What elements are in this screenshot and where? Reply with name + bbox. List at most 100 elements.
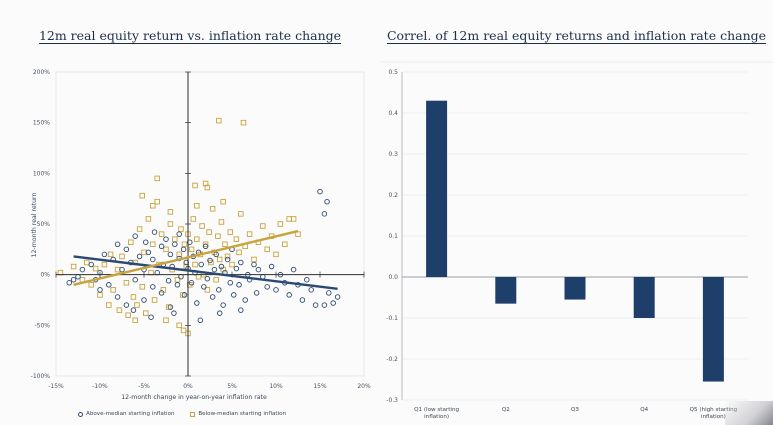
scatter-point-below-median (130, 294, 137, 300)
x-category-label-line: Q2 (502, 407, 510, 413)
scatter-point-below-median (106, 302, 112, 308)
scatter-legend: Above-median starting inflation Below-me… (78, 411, 300, 419)
scatter-point-above-median (198, 261, 204, 268)
x-tick-label: 5% (227, 383, 237, 390)
scatter-point-above-median (143, 239, 149, 245)
scatter-points (57, 117, 341, 337)
scatter-point-above-median (158, 243, 165, 250)
y-tick-label: 0.0 (388, 274, 398, 281)
scatter-point-below-median (70, 263, 77, 270)
scatter-point-above-median (218, 263, 225, 270)
legend-label-above-median: Above-median starting inflation (86, 411, 175, 417)
scatter-point-below-median (192, 261, 198, 268)
scatter-point-above-median (114, 294, 121, 300)
y-tick-label: 200% (33, 69, 50, 76)
scatter-point-below-median (132, 317, 138, 324)
scatter-point-above-median (324, 198, 330, 205)
scatter-point-below-median (158, 231, 165, 237)
scatter-point-above-median (233, 265, 240, 272)
scatter-point-above-median (145, 249, 152, 256)
scatter-point-below-median (238, 211, 244, 217)
scatter-point-above-median (308, 287, 314, 293)
scatter-point-above-median (180, 246, 187, 253)
x-category-label-line: inflation) (424, 414, 449, 420)
scatter-point-above-median (150, 256, 156, 263)
y-tick-label: 0.3 (388, 151, 398, 158)
trendline-below-median (73, 229, 299, 286)
scatter-point-below-median (154, 175, 160, 182)
circle-marker-icon (78, 411, 83, 417)
scatter-point-below-median (277, 221, 284, 227)
scatter-point-above-median (188, 280, 195, 286)
scatter-point-above-median (238, 259, 244, 266)
scatter-point-below-median (215, 233, 221, 239)
x-tick-label: 20% (357, 383, 371, 390)
scatter-point-below-median (176, 322, 182, 329)
x-category-label-line: Q3 (571, 407, 579, 413)
scatter-point-above-median (251, 261, 257, 268)
scatter-point-above-median (242, 297, 248, 303)
scatter-point-above-median (136, 253, 143, 260)
scatter-point-above-median (114, 241, 121, 248)
x-category-label: Q1 (low starting inflation) (414, 407, 459, 420)
scatter-point-above-median (321, 211, 328, 217)
scatter-point-below-median (143, 310, 149, 316)
scatter-point-below-median (97, 292, 103, 298)
scatter-point-below-median (202, 241, 209, 248)
x-category-label: Q4 (640, 407, 648, 413)
scatter-point-below-median (139, 192, 145, 199)
y-tick-label: 0.5 (388, 69, 398, 76)
scatter-point-above-median (211, 266, 218, 273)
scatter-point-above-median (176, 231, 182, 237)
scatter-point-below-median (216, 117, 222, 124)
scatter-point-below-median (150, 203, 156, 209)
scatter-point-above-median (236, 282, 242, 288)
y-tick-label: -0.3 (386, 397, 398, 404)
scatter-point-above-median (207, 257, 213, 264)
scatter-point-below-median (139, 284, 145, 290)
x-category-label-line: Q1 (low starting (414, 407, 459, 413)
x-category-label-line: Q4 (640, 407, 648, 413)
scatter-point-below-median (116, 307, 123, 313)
scatter-point-below-median (125, 312, 131, 318)
scatter-point-below-median (246, 231, 253, 237)
bar-chart: 0.5 0.4 0.3 0.2 0.1 0.0 -0.1 -0.2 -0.3 Q1 (low st… (380, 61, 773, 420)
scatter-point-above-median (220, 302, 226, 308)
bar-chart-panel: Correl. of 12m real equity returns and i… (380, 0, 773, 425)
scatter-point-below-median (220, 198, 226, 205)
scatter-point-above-median (79, 266, 86, 273)
scatter-point-above-median (148, 314, 154, 320)
scatter-point-above-median (163, 236, 169, 242)
bar-2 (495, 277, 517, 304)
scatter-point-below-median (227, 229, 233, 235)
scatter-point-above-median (174, 282, 181, 288)
scatter-point-below-median (92, 265, 99, 272)
scatter-point-below-median (136, 226, 143, 232)
bar-3 (564, 277, 586, 300)
bar-4 (633, 277, 655, 318)
y-tick-label: 0.4 (388, 110, 398, 117)
scatter-point-below-median (179, 292, 186, 298)
scatter-point-below-median (190, 216, 197, 222)
scatter-point-below-median (123, 280, 130, 286)
scatter-point-above-median (201, 284, 207, 290)
scatter-point-below-median (290, 216, 297, 222)
scatter-point-above-median (172, 241, 178, 248)
y-tick-label: 100% (33, 170, 50, 177)
scatter-point-above-median (123, 302, 130, 308)
scatter-point-below-median (236, 249, 242, 256)
scatter-point-above-median (216, 310, 223, 316)
scatter-point-above-median (130, 307, 137, 313)
scatter-point-below-median (167, 221, 174, 227)
scatter-point-above-median (132, 233, 138, 239)
scatter-point-below-median (84, 259, 90, 266)
scatter-point-below-median (134, 302, 140, 308)
scatter-point-above-median (255, 266, 262, 273)
scatter-point-below-median (145, 216, 152, 222)
scatter-point-above-median (70, 276, 77, 283)
scatter-point-above-median (202, 243, 209, 250)
scatter-point-above-median (101, 251, 108, 258)
scatter-point-above-median (150, 284, 156, 290)
scatter-point-below-median (204, 287, 211, 293)
scatter-point-above-median (123, 246, 130, 253)
